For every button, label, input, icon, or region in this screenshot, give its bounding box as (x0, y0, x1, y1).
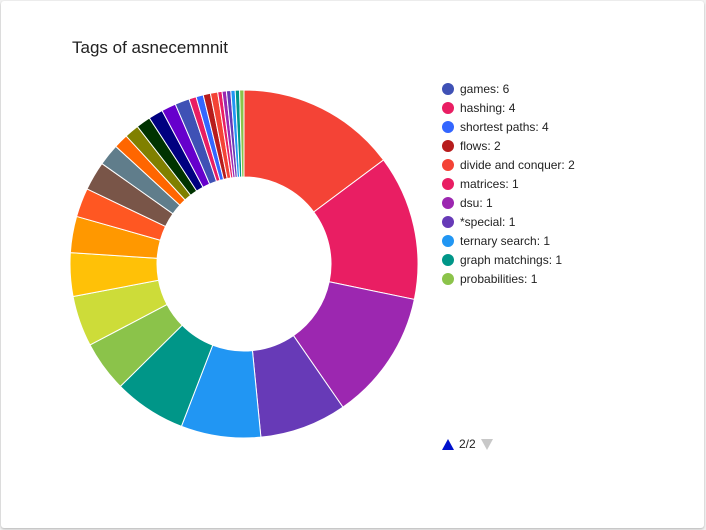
legend-label: ternary search: 1 (460, 233, 551, 248)
legend-label: graph matchings: 1 (460, 252, 563, 267)
legend-swatch (442, 215, 454, 228)
legend-label: shortest paths: 4 (460, 119, 549, 134)
triangle-down-icon (480, 438, 493, 450)
legend-item[interactable]: flows: 2 (442, 136, 575, 155)
legend-label: games: 6 (460, 81, 510, 96)
legend-item[interactable]: graph matchings: 1 (442, 250, 575, 269)
legend-label: dsu: 1 (460, 195, 493, 210)
legend-label: matrices: 1 (460, 176, 519, 191)
legend-swatch (442, 120, 454, 133)
legend-label: flows: 2 (460, 138, 501, 153)
legend-item[interactable]: games: 6 (442, 79, 575, 98)
legend-swatch (442, 82, 454, 95)
legend-swatch (442, 139, 454, 152)
legend-item[interactable]: matrices: 1 (442, 174, 575, 193)
legend-pager: 2/2 (442, 437, 493, 451)
legend-item[interactable]: ternary search: 1 (442, 231, 575, 250)
donut-slice (239, 89, 245, 178)
legend-label: divide and conquer: 2 (460, 157, 575, 172)
legend-item[interactable]: *special: 1 (442, 212, 575, 231)
legend-swatch (442, 196, 454, 209)
legend-swatch (442, 234, 454, 247)
legend-item[interactable]: probabilities: 1 (442, 269, 575, 288)
legend-item[interactable]: dsu: 1 (442, 193, 575, 212)
triangle-up-icon[interactable] (442, 438, 454, 450)
legend-swatch (442, 177, 454, 190)
legend-swatch (442, 101, 454, 114)
legend-label: *special: 1 (460, 214, 516, 229)
legend: games: 6 hashing: 4 shortest paths: 4 flows… (442, 79, 575, 288)
chart-title: Tags of asnecemnnit (72, 38, 228, 57)
legend-swatch (442, 253, 454, 266)
pager-text: 2/2 (459, 437, 476, 451)
legend-label: probabilities: 1 (460, 271, 538, 286)
legend-label: hashing: 4 (460, 100, 516, 115)
legend-item[interactable]: hashing: 4 (442, 98, 575, 117)
legend-item[interactable]: divide and conquer: 2 (442, 155, 575, 174)
legend-swatch (442, 272, 454, 285)
legend-item[interactable]: shortest paths: 4 (442, 117, 575, 136)
legend-swatch (442, 158, 454, 171)
